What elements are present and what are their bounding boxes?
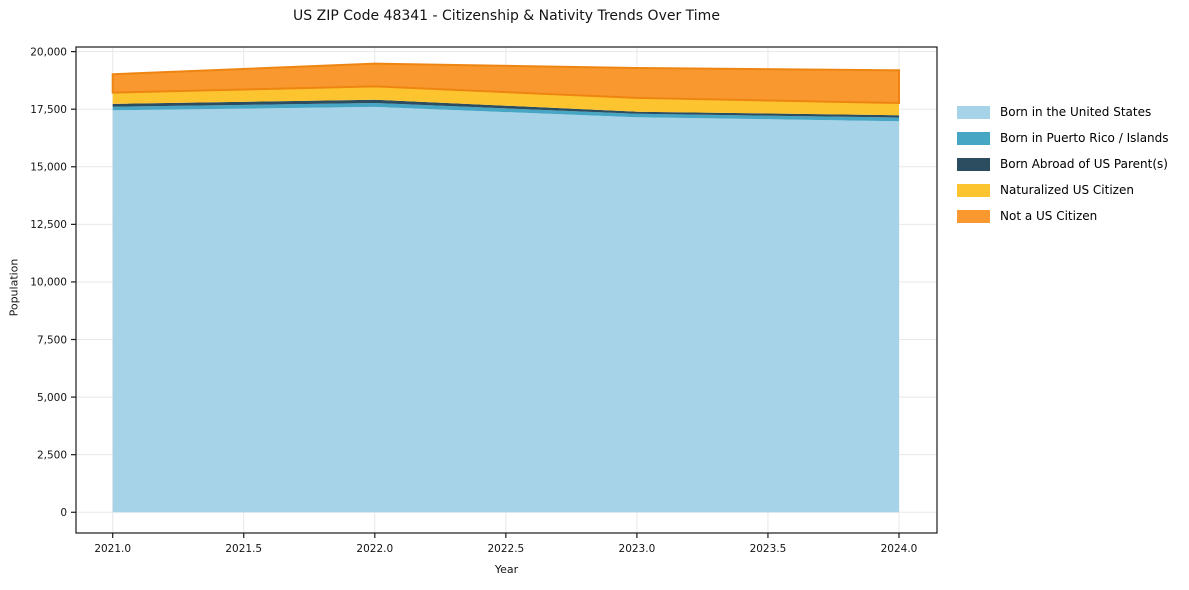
x-tick-label: 2022.0: [356, 543, 393, 555]
y-tick-label: 7,500: [37, 334, 67, 346]
chart-title: US ZIP Code 48341 - Citizenship & Nativi…: [293, 8, 720, 24]
y-tick-label: 15,000: [30, 162, 67, 174]
x-axis-label: Year: [494, 563, 519, 576]
x-tick-label: 2023.5: [750, 543, 787, 555]
y-tick-label: 20,000: [30, 46, 67, 58]
legend-label: Born in Puerto Rico / Islands: [1000, 131, 1169, 145]
y-axis-label: Population: [7, 258, 21, 317]
x-tick-label: 2021.0: [94, 543, 131, 555]
x-tick-label: 2022.5: [487, 543, 524, 555]
area-series-1: [112, 103, 899, 122]
y-tick-label: 17,500: [30, 104, 67, 116]
plot-border: [75, 46, 938, 534]
area-layer: [111, 62, 900, 513]
legend-label: Born Abroad of US Parent(s): [1000, 157, 1168, 171]
y-tick-label: 10,000: [30, 277, 67, 289]
legend-swatch-icon: [957, 209, 990, 223]
legend-swatch-icon: [957, 105, 990, 119]
x-tick-label: 2023.0: [619, 543, 656, 555]
y-tick-label: 2,500: [37, 449, 67, 461]
legend-swatch-icon: [957, 157, 990, 171]
legend-row: Not a US Citizen: [957, 207, 1169, 225]
axis-layer: 2021.0 2021.5 2022.0 2022.5 2023.0 2023.5 2024…: [30, 46, 938, 555]
area-series-0: [112, 106, 899, 513]
x-tick-label: 2024.0: [881, 543, 918, 555]
area-series-3: [112, 86, 899, 116]
legend-row: Born in the United States: [957, 103, 1169, 121]
y-tick-label: 12,500: [30, 219, 67, 231]
legend-label: Not a US Citizen: [1000, 209, 1098, 223]
area-series-4: [111, 62, 900, 105]
legend-label: Naturalized US Citizen: [1000, 183, 1134, 197]
y-tick-label: 5,000: [37, 392, 67, 404]
x-tick-label: 2021.5: [225, 543, 262, 555]
legend-row: Born in Puerto Rico / Islands: [957, 129, 1169, 147]
area-series-2: [112, 99, 899, 118]
legend-row: Naturalized US Citizen: [957, 181, 1169, 199]
legend: Born in the United States Born in Puerto…: [957, 103, 1169, 225]
legend-swatch-icon: [957, 131, 990, 145]
legend-swatch-icon: [957, 183, 990, 197]
legend-row: Born Abroad of US Parent(s): [957, 155, 1169, 173]
legend-label: Born in the United States: [1000, 105, 1152, 119]
y-tick-label: 0: [60, 507, 67, 519]
